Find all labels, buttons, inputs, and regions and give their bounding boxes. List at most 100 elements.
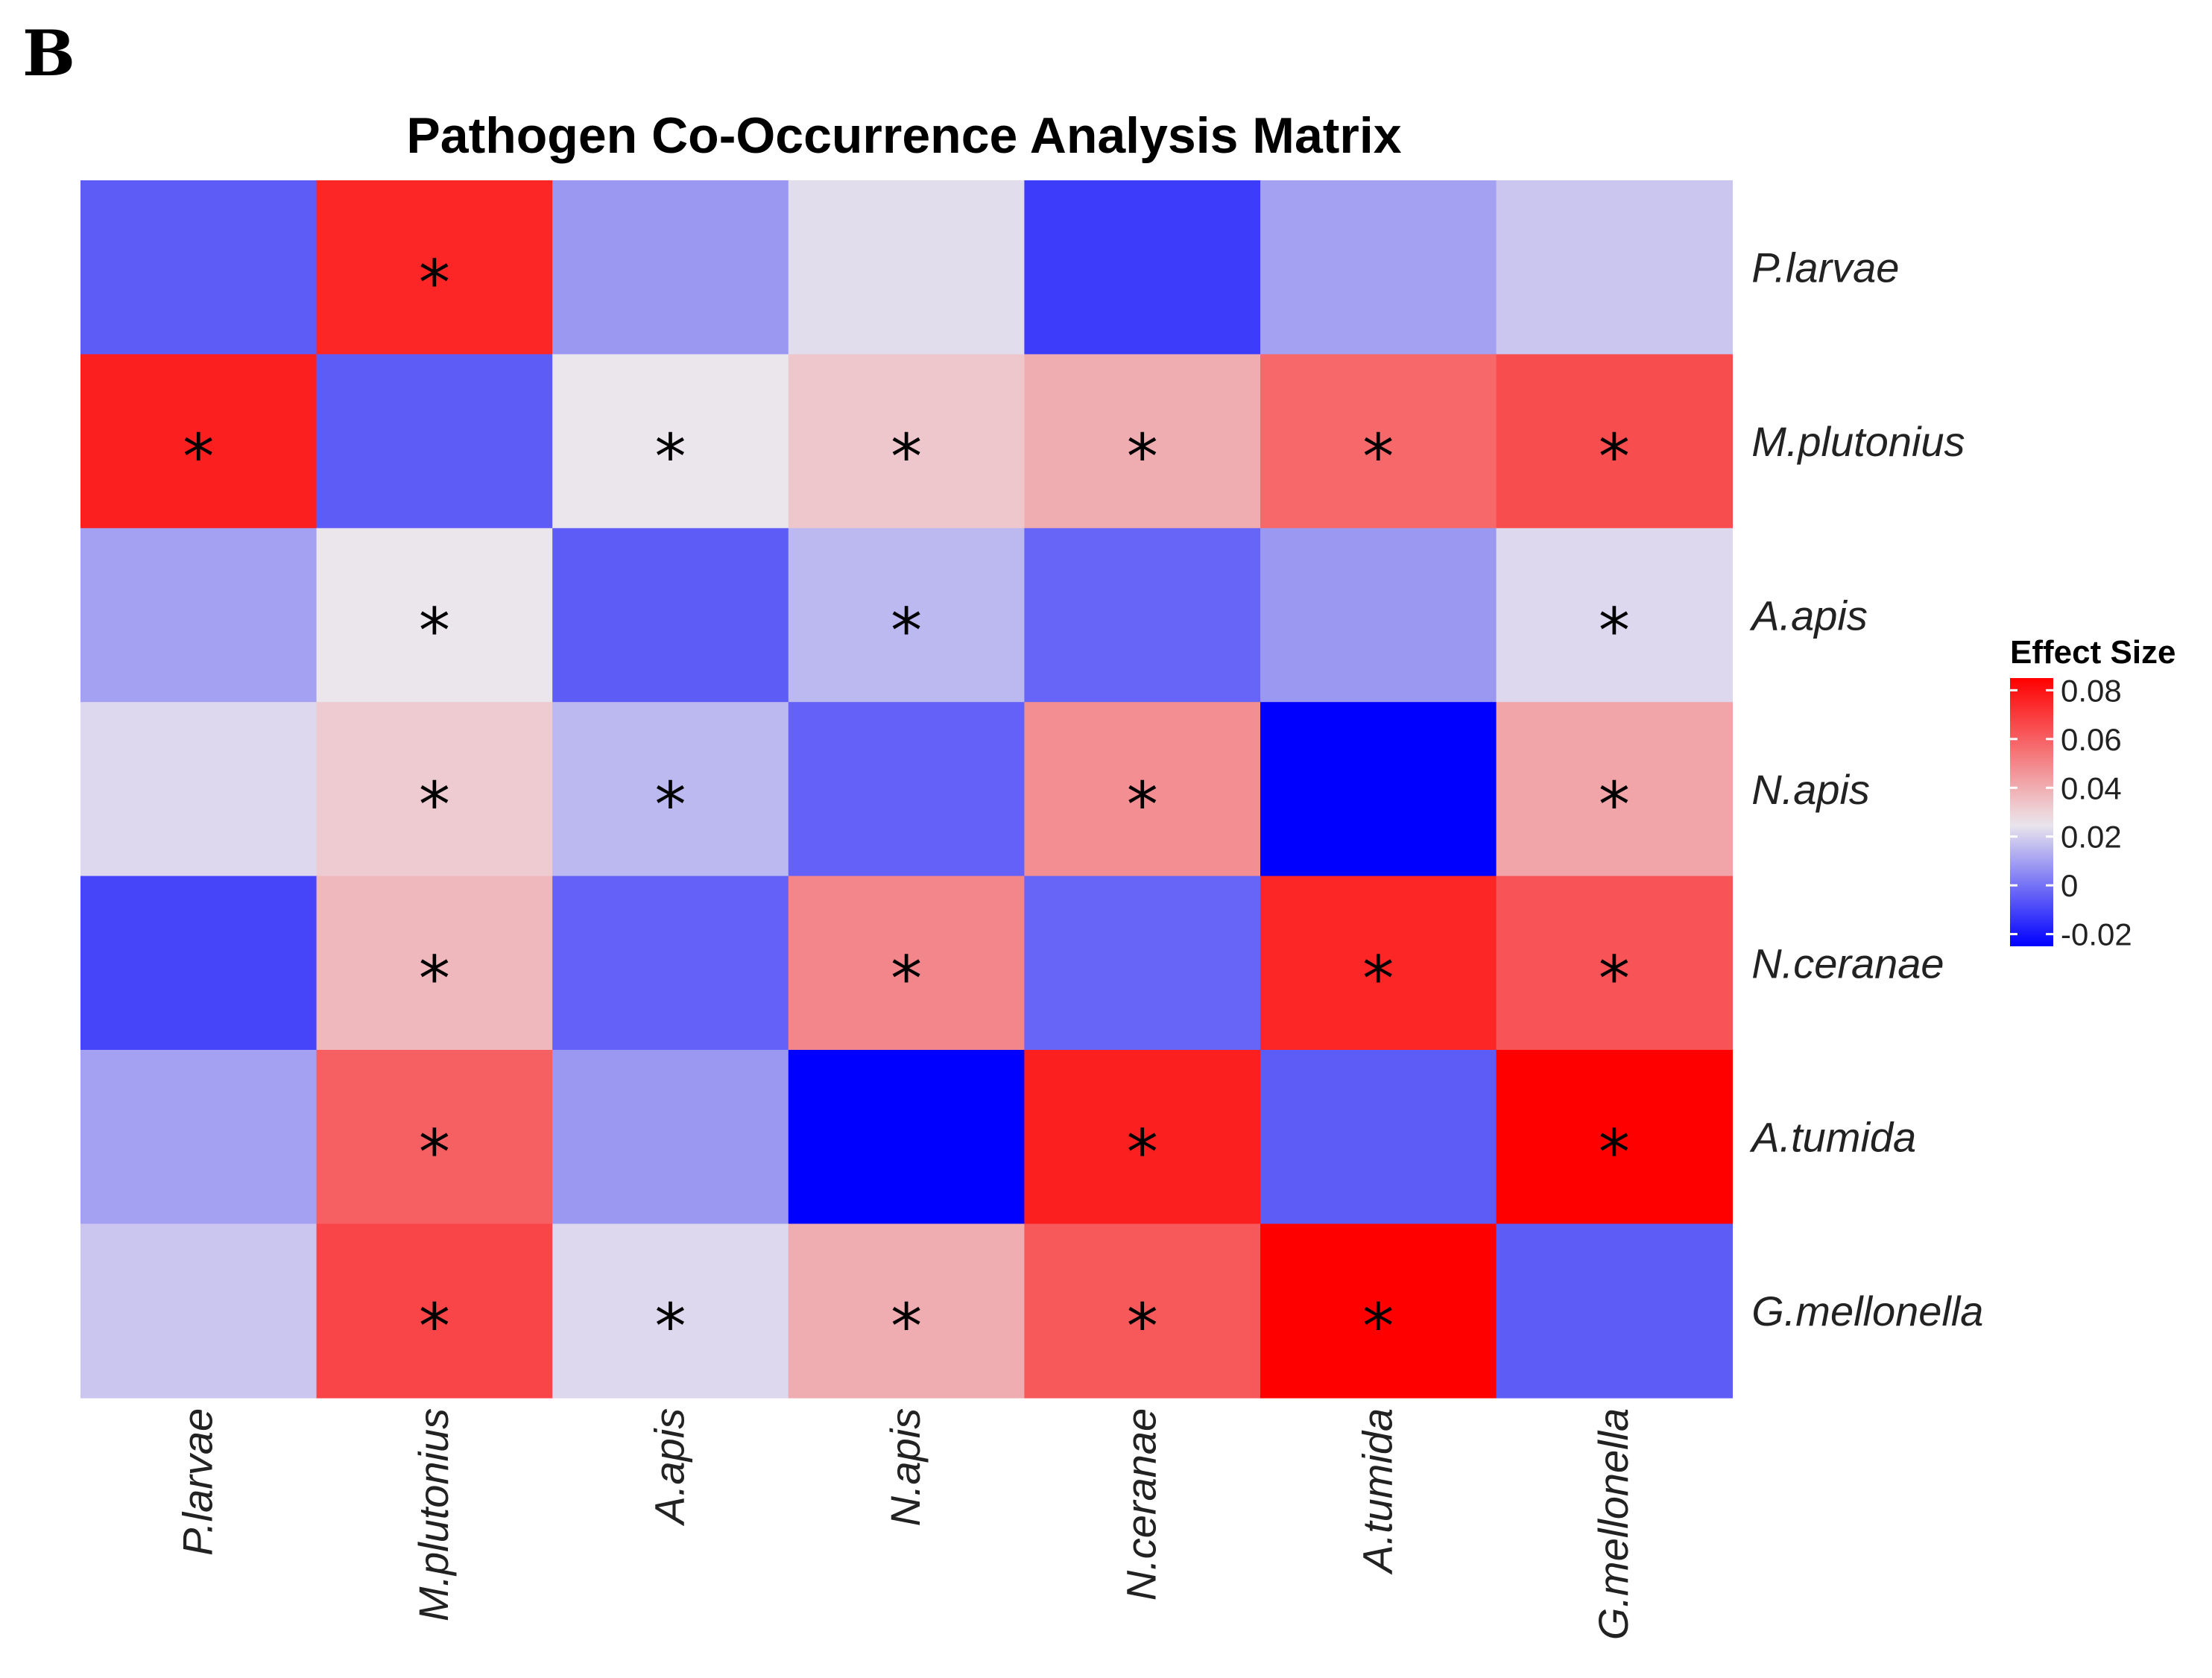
heatmap-cell	[552, 528, 789, 703]
row-label: N.ceranae	[1751, 940, 1944, 987]
significance-star: *	[655, 1290, 686, 1363]
heatmap-cell	[1496, 876, 1733, 1051]
heatmap-cell	[1260, 876, 1497, 1051]
column-labels: P.larvae M.plutonius A.apis N.apis N.ceranae…	[174, 1408, 1637, 1640]
legend-colorbar	[2010, 678, 2053, 946]
significance-star: *	[1599, 595, 1630, 668]
heatmap-cell	[1496, 1223, 1733, 1399]
significance-star: *	[1127, 1290, 1158, 1363]
legend-tick-label: 0.06	[2061, 722, 2122, 757]
row-label: G.mellonella	[1751, 1288, 1983, 1335]
heatmap-cell	[1260, 1223, 1497, 1399]
heatmap-cell	[1260, 702, 1497, 877]
panel-label: B	[22, 16, 75, 90]
column-label: A.apis	[646, 1408, 693, 1527]
heatmap-cell	[1260, 1050, 1497, 1225]
heatmap-cell	[788, 180, 1026, 355]
heatmap-cell	[1496, 702, 1733, 877]
row-label: P.larvae	[1751, 244, 1899, 291]
heatmap-cell	[788, 876, 1026, 1051]
heatmap-cells	[80, 180, 1733, 1399]
row-labels: P.larvae M.plutonius A.apis N.apis N.ceranae…	[1749, 244, 1983, 1335]
heatmap-cell	[552, 1223, 789, 1399]
heatmap-cell	[80, 876, 317, 1051]
chart-title: Pathogen Co-Occurrence Analysis Matrix	[406, 107, 1401, 164]
row-label: A.apis	[1749, 592, 1868, 639]
significance-star: *	[1599, 420, 1630, 493]
significance-star: *	[1362, 1290, 1394, 1363]
legend-title: Effect Size	[2010, 634, 2176, 671]
heatmap-cell	[1496, 354, 1733, 529]
significance-star: *	[1127, 768, 1158, 841]
heatmap-cell	[788, 1050, 1026, 1225]
significance-star: *	[655, 420, 686, 493]
heatmap-cell	[788, 702, 1026, 877]
column-label: A.tumida	[1353, 1408, 1400, 1575]
significance-star: *	[891, 1290, 922, 1363]
heatmap-cell	[1496, 528, 1733, 703]
heatmap-cell	[552, 1050, 789, 1225]
heatmap-cell	[1024, 876, 1261, 1051]
significance-star: *	[1127, 1116, 1158, 1189]
column-label: M.plutonius	[410, 1408, 457, 1621]
legend-tick-label: 0.02	[2061, 820, 2122, 855]
heatmap-cell	[788, 1223, 1026, 1399]
heatmap-cell	[1024, 1050, 1261, 1225]
significance-star: *	[419, 1290, 450, 1363]
legend-ticks: 0.08 0.06 0.04 0.02 0 -0.02	[2010, 673, 2132, 952]
heatmap-cell	[1024, 354, 1261, 529]
row-label: A.tumida	[1749, 1114, 1916, 1161]
significance-star: *	[891, 942, 922, 1015]
legend-tick-label: -0.02	[2061, 917, 2132, 952]
significance-star: *	[419, 595, 450, 668]
heatmap-cell	[788, 354, 1026, 529]
heatmap-cell	[1260, 528, 1497, 703]
row-label: N.apis	[1751, 766, 1870, 813]
significance-star: *	[419, 247, 450, 320]
heatmap-cell	[788, 528, 1026, 703]
significance-star: *	[183, 420, 214, 493]
heatmap-cell	[316, 1223, 553, 1399]
legend-tick-label: 0.04	[2061, 770, 2122, 805]
row-label: M.plutonius	[1751, 418, 1965, 465]
heatmap-cell	[316, 876, 553, 1051]
significance-star: *	[419, 768, 450, 841]
heatmap-cell	[552, 180, 789, 355]
significance-star: *	[1362, 420, 1394, 493]
significance-star: *	[1362, 942, 1394, 1015]
legend-tick-label: 0	[2061, 868, 2078, 903]
heatmap-cell	[80, 354, 317, 529]
column-label: G.mellonella	[1590, 1408, 1637, 1640]
significance-star: *	[1599, 942, 1630, 1015]
significance-star: *	[1127, 420, 1158, 493]
significance-star: *	[1599, 1116, 1630, 1189]
heatmap-cell	[552, 354, 789, 529]
heatmap-cell	[80, 528, 317, 703]
heatmap-cell	[1496, 1050, 1733, 1225]
heatmap-cell	[316, 180, 553, 355]
color-legend: Effect Size 0.08 0.06 0.04 0.02 0 -0.02	[2010, 634, 2176, 952]
legend-tick-label: 0.08	[2061, 673, 2122, 708]
significance-star: *	[419, 942, 450, 1015]
column-label: N.ceranae	[1118, 1408, 1165, 1601]
heatmap-cell	[1260, 180, 1497, 355]
significance-star: *	[1599, 768, 1630, 841]
significance-markers: * * * * * * * * * * * * * * * * * * * * * * * * * *	[183, 247, 1630, 1363]
significance-star: *	[891, 420, 922, 493]
heatmap-cell	[1024, 1223, 1261, 1399]
heatmap-cell	[316, 702, 553, 877]
heatmap-cell	[80, 1050, 317, 1225]
heatmap-cell	[552, 876, 789, 1051]
heatmap-cell	[80, 1223, 317, 1399]
significance-star: *	[891, 595, 922, 668]
significance-star: *	[419, 1116, 450, 1189]
column-label: P.larvae	[174, 1408, 221, 1556]
heatmap-cell	[316, 1050, 553, 1225]
heatmap-cell	[1496, 180, 1733, 355]
heatmap-cell	[1024, 702, 1261, 877]
heatmap-cell	[1260, 354, 1497, 529]
heatmap-cell	[316, 354, 553, 529]
heatmap-cell	[1024, 180, 1261, 355]
significance-star: *	[655, 768, 686, 841]
